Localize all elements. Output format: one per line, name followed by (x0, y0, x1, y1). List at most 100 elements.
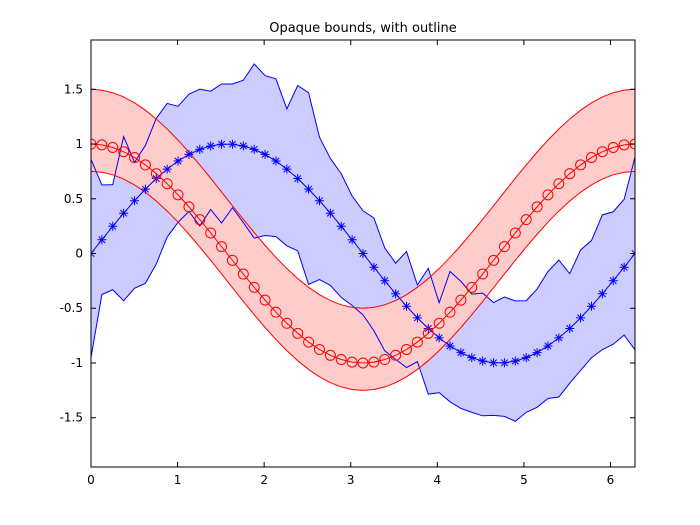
series-0-point (162, 164, 172, 174)
series-0-point (380, 276, 390, 286)
series-0-point (325, 208, 335, 218)
series-1-point (401, 343, 413, 355)
chart-title: Opaque bounds, with outline (269, 21, 457, 36)
series-0-point (532, 348, 542, 358)
series-1-point (390, 349, 402, 361)
series-0-point (402, 301, 412, 311)
series-1-upper-bound (91, 88, 635, 309)
series-0-point (119, 208, 129, 218)
series-0-point (543, 341, 553, 351)
x-tick-label: 4 (434, 473, 442, 487)
series-0-point (467, 353, 477, 363)
series-0-point (206, 141, 216, 151)
series-0-point (336, 221, 346, 231)
series-1-point (129, 152, 141, 164)
series-1-point (379, 354, 391, 366)
series-1-point (161, 178, 173, 190)
series-0-point (369, 262, 379, 272)
series-1-point (520, 214, 532, 226)
series-0-point (108, 221, 118, 231)
series-0-point (434, 333, 444, 343)
series-1-point (575, 159, 587, 171)
series-1-markers (91, 138, 635, 369)
series-0-point (140, 184, 150, 194)
series-0-point (391, 289, 401, 299)
x-tick-label: 6 (607, 473, 615, 487)
series-1-point (531, 201, 543, 213)
series-1-point (335, 354, 347, 366)
series-1-point (216, 241, 228, 253)
series-0-point (314, 196, 324, 206)
series-1-point (585, 152, 597, 164)
axis-ticks: 0 1 2 3 4 5 6 -1.5 -1 -0.5 0 0.5 1 1.5 (60, 40, 635, 487)
series-1-point (107, 141, 119, 153)
series-1-point (411, 336, 423, 348)
series-0-point (347, 235, 357, 245)
series-1-point (488, 254, 500, 266)
series-1-point (303, 336, 315, 348)
series-1-point (324, 349, 336, 361)
series-1-point (237, 268, 249, 280)
series-0-point (499, 358, 509, 368)
series-1-point (357, 357, 369, 369)
plot-area (91, 63, 635, 422)
series-1-point (618, 139, 630, 151)
series-0-point (445, 341, 455, 351)
series-0-lower-bound (91, 206, 635, 422)
series-0-point (576, 313, 586, 323)
series-0-point (554, 333, 564, 343)
series-1-point (466, 281, 478, 293)
series-1-point (477, 268, 489, 280)
series-1-point (313, 343, 325, 355)
y-tick-label: -0.5 (60, 301, 83, 315)
series-1-point (248, 281, 260, 293)
x-tick-label: 1 (174, 473, 182, 487)
y-tick-label: 0 (75, 247, 83, 261)
series-0-point (282, 164, 292, 174)
series-1-point (368, 356, 380, 368)
series-1-point (172, 189, 184, 201)
series-0-point (293, 174, 303, 184)
series-1-point (226, 254, 238, 266)
y-tick-label: -1 (71, 356, 83, 370)
series-0-point (97, 235, 107, 245)
series-1-band-fill (91, 89, 635, 391)
series-0-point (249, 144, 259, 154)
series-0-point (597, 289, 607, 299)
series-1-point (259, 294, 271, 306)
y-tick-label: 1 (75, 137, 83, 151)
series-1-point (542, 189, 554, 201)
series-1-point (433, 317, 445, 329)
x-tick-label: 2 (260, 473, 268, 487)
series-0-point (227, 139, 237, 149)
series-0-point (184, 149, 194, 159)
series-0-point (478, 356, 488, 366)
series-1-point (139, 159, 151, 171)
series-1-point (498, 241, 510, 253)
series-1-point (346, 356, 358, 368)
series-1-point (422, 327, 434, 339)
series-0-point (619, 262, 629, 272)
series-0-upper-bound (91, 63, 635, 305)
series-0-point (565, 323, 575, 333)
series-0-point (173, 156, 183, 166)
series-0-point (510, 356, 520, 366)
series-1-point (292, 327, 304, 339)
series-0-point (358, 249, 368, 259)
series-1-point (281, 317, 293, 329)
series-1-point (194, 214, 206, 226)
series-0-point (489, 358, 499, 368)
series-1-point (509, 227, 521, 239)
series-0-point (412, 313, 422, 323)
series-1-point (118, 146, 130, 158)
series-0-point (586, 301, 596, 311)
series-0-point (130, 196, 140, 206)
series-1-point (205, 227, 217, 239)
series-0-point (456, 348, 466, 358)
y-tick-label: 0.5 (64, 192, 83, 206)
series-1-point (564, 168, 576, 180)
y-tick-label: 1.5 (64, 82, 83, 96)
series-1-point (553, 178, 565, 190)
series-0-point (608, 276, 618, 286)
